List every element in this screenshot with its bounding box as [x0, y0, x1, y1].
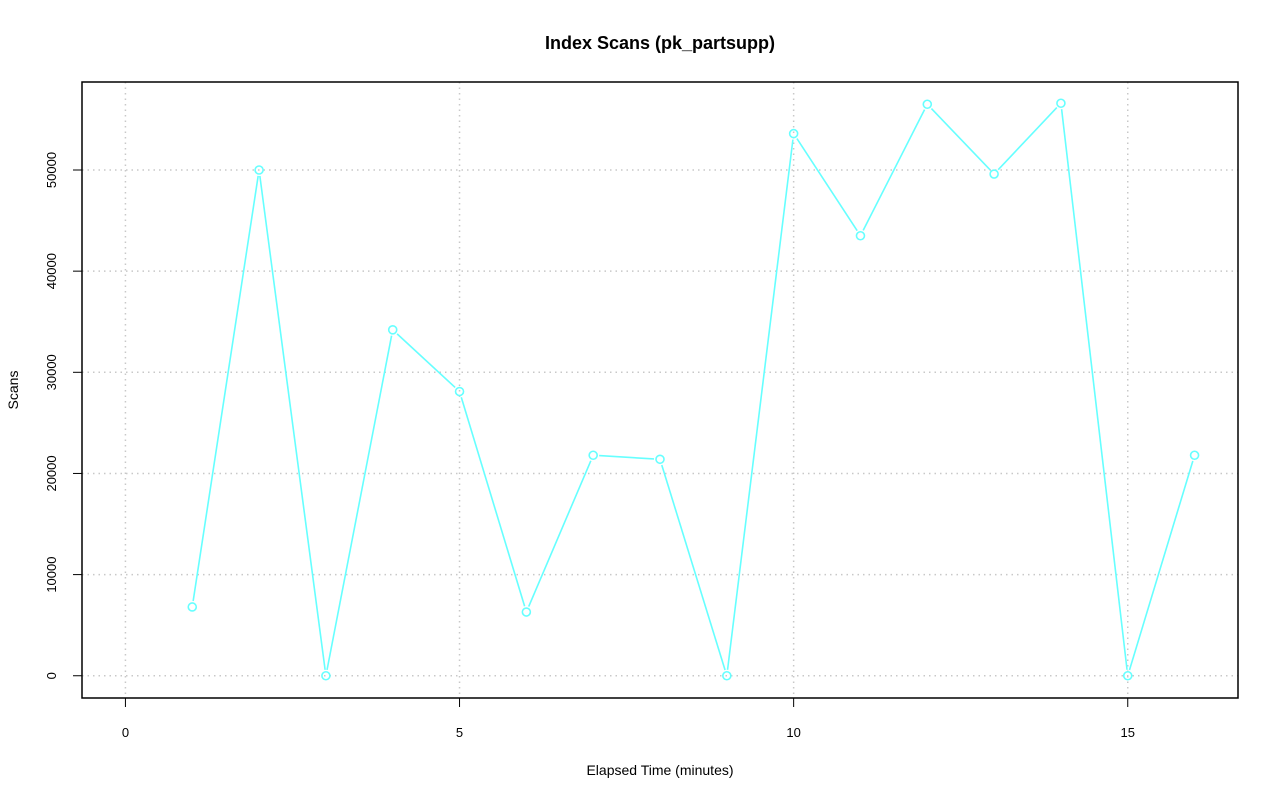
- plot-frame: [81, 81, 1239, 699]
- data-point: [722, 670, 732, 681]
- series-segment: [661, 464, 726, 671]
- series-segment: [997, 107, 1058, 171]
- data-point: [655, 454, 665, 465]
- data-point: [1189, 450, 1200, 461]
- data-point: [1122, 670, 1133, 681]
- series-segment: [192, 175, 259, 602]
- data-point: [588, 450, 598, 461]
- series-segment: [527, 460, 592, 607]
- series-segment: [396, 333, 456, 389]
- series-segment: [460, 397, 526, 607]
- y-axis-label: Scans: [5, 371, 21, 410]
- data-point: [254, 165, 264, 175]
- series-segment: [862, 109, 926, 231]
- data-point: [521, 607, 532, 617]
- series-segment: [930, 108, 991, 171]
- x-axis: 0 5 10 15: [122, 698, 1135, 740]
- y-tick-label: 40000: [44, 253, 59, 289]
- x-tick-label: 15: [1121, 725, 1135, 740]
- data-point: [989, 169, 999, 179]
- series-segment: [326, 335, 393, 671]
- data-point: [321, 670, 331, 681]
- series-segment: [726, 139, 794, 670]
- x-tick-label: 10: [786, 725, 800, 740]
- series-segment: [1128, 460, 1194, 671]
- y-tick-label: 20000: [44, 455, 59, 491]
- series-segment: [1060, 109, 1128, 670]
- y-tick-label: 10000: [44, 557, 59, 593]
- x-tick-label: 5: [456, 725, 463, 740]
- x-tick-label: 0: [122, 725, 129, 740]
- chart-title: Index Scans (pk_partsupp): [545, 33, 775, 53]
- y-axis: 0 10000 20000 30000 40000 50000: [44, 152, 82, 679]
- data-point: [187, 602, 198, 612]
- data-point: [788, 128, 799, 139]
- y-tick-label: 0: [44, 672, 59, 679]
- y-tick-label: 30000: [44, 354, 59, 390]
- data-point: [855, 230, 866, 241]
- data-point: [454, 386, 465, 397]
- series-segment: [259, 175, 326, 670]
- grid: [82, 82, 1238, 698]
- x-axis-label: Elapsed Time (minutes): [586, 762, 733, 778]
- data-point: [1056, 98, 1066, 109]
- data-point: [922, 99, 933, 110]
- series-layer: [187, 98, 1200, 681]
- data-point: [387, 325, 398, 335]
- series-segment: [599, 454, 655, 460]
- series-segment: [796, 138, 858, 232]
- y-tick-label: 50000: [44, 152, 59, 188]
